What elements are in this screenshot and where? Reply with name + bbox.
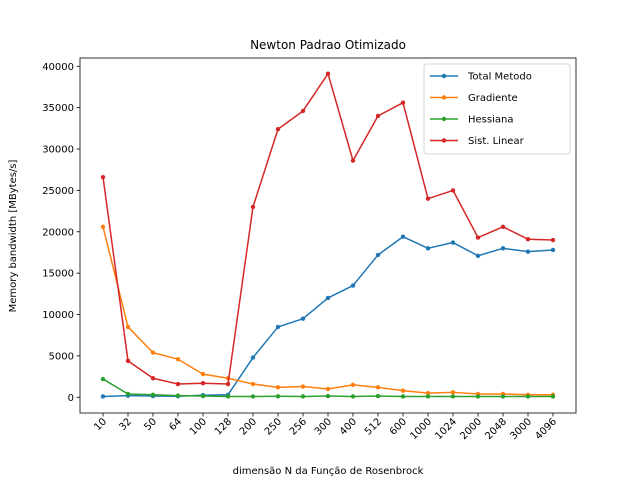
legend-label: Hessiana xyxy=(468,115,513,126)
y-tick-label: 35000 xyxy=(42,103,74,114)
data-point xyxy=(325,71,331,76)
y-tick-label: 0 xyxy=(68,393,74,404)
data-point xyxy=(100,224,106,230)
legend-label: Total Metodo xyxy=(467,72,532,83)
data-point xyxy=(200,381,206,386)
data-point xyxy=(400,234,406,239)
data-point xyxy=(375,113,381,119)
data-point xyxy=(475,235,481,240)
data-point xyxy=(325,393,331,399)
data-point xyxy=(125,391,131,397)
data-point xyxy=(250,355,256,360)
data-point xyxy=(425,196,431,201)
data-point xyxy=(425,394,431,399)
data-point xyxy=(225,394,231,399)
data-point xyxy=(350,394,356,399)
data-point xyxy=(250,381,256,387)
data-point xyxy=(350,283,356,288)
data-point xyxy=(425,246,431,251)
data-point xyxy=(275,324,281,330)
data-point xyxy=(500,246,506,251)
data-point xyxy=(100,174,106,180)
chart-title: Newton Padrao Otimizado xyxy=(250,38,406,52)
y-tick-label: 20000 xyxy=(42,227,74,238)
data-point xyxy=(150,376,156,381)
data-point xyxy=(100,394,106,399)
data-point xyxy=(350,158,356,163)
data-point xyxy=(450,240,456,245)
data-point xyxy=(250,394,256,399)
data-point xyxy=(450,394,456,399)
data-point xyxy=(175,357,181,362)
data-point xyxy=(475,394,481,399)
data-point xyxy=(525,237,531,242)
data-point xyxy=(500,224,506,230)
data-point xyxy=(550,394,556,399)
data-point xyxy=(400,394,406,399)
y-tick-label: 25000 xyxy=(42,186,74,197)
y-tick-label: 15000 xyxy=(42,269,74,280)
data-point xyxy=(500,394,506,399)
data-point xyxy=(400,100,406,105)
data-point xyxy=(300,316,306,321)
data-point xyxy=(150,392,156,397)
data-point xyxy=(175,381,181,387)
legend-marker xyxy=(441,138,447,143)
data-point xyxy=(175,393,181,398)
data-point xyxy=(325,386,331,392)
data-point xyxy=(125,358,131,364)
legend-marker xyxy=(441,73,447,79)
data-point xyxy=(375,252,381,258)
data-point xyxy=(350,382,356,388)
data-point xyxy=(425,390,431,396)
data-point xyxy=(275,126,281,132)
y-tick-label: 5000 xyxy=(49,351,74,362)
data-point xyxy=(300,394,306,399)
data-point xyxy=(450,390,456,395)
data-point xyxy=(125,324,131,330)
y-tick-label: 40000 xyxy=(42,62,74,73)
legend: Total Metodo Gradiente Hessiana Sist. Linea… xyxy=(423,63,571,155)
legend-box xyxy=(423,63,571,155)
data-point xyxy=(300,384,306,389)
data-point xyxy=(525,394,531,399)
data-point xyxy=(400,388,406,393)
data-point xyxy=(300,108,306,114)
data-point xyxy=(475,253,481,258)
data-point xyxy=(550,237,556,243)
data-point xyxy=(250,204,256,210)
x-axis-label: dimensão N da Função de Rosenbrock xyxy=(233,466,424,477)
data-point xyxy=(200,393,206,399)
data-point xyxy=(375,393,381,399)
y-axis-label: Memory bandwidth [MBytes/s] xyxy=(8,159,19,312)
data-point xyxy=(225,381,231,387)
legend-label: Gradiente xyxy=(468,93,518,104)
data-point xyxy=(275,394,281,399)
data-point xyxy=(200,371,206,377)
data-point xyxy=(150,350,156,355)
data-point xyxy=(450,188,456,193)
data-point xyxy=(525,249,531,254)
data-point xyxy=(325,295,331,301)
legend-marker xyxy=(441,95,447,100)
data-point xyxy=(100,376,106,382)
data-point xyxy=(375,385,381,390)
legend-label: Sist. Linear xyxy=(468,136,525,147)
data-point xyxy=(550,247,556,253)
legend-marker xyxy=(441,116,447,122)
y-tick-label: 30000 xyxy=(42,145,74,156)
y-tick-label: 10000 xyxy=(42,310,74,321)
data-point xyxy=(275,385,281,390)
